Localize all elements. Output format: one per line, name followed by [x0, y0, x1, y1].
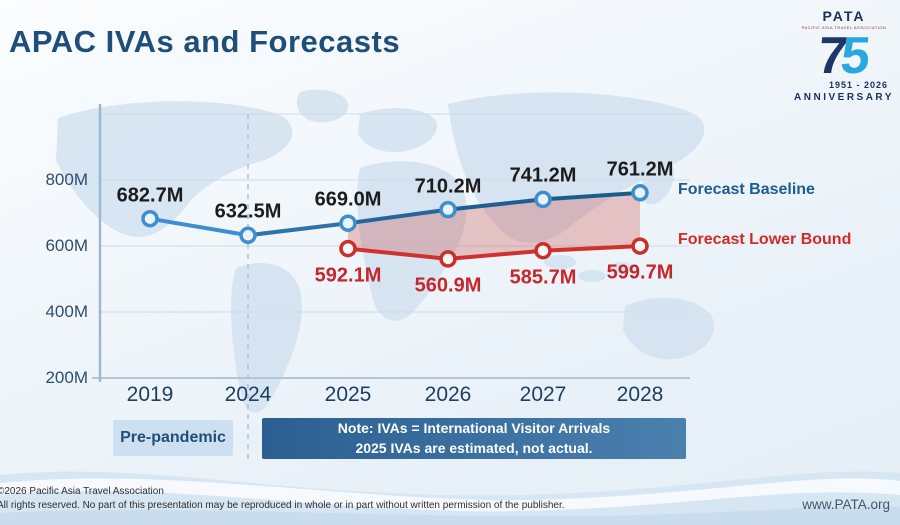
- x-axis-tick-label: 2024: [224, 383, 272, 406]
- baseline-value-label: 669.0M: [314, 188, 382, 211]
- lower-bound-marker: [339, 239, 357, 258]
- baseline-value-label: 632.5M: [214, 200, 282, 223]
- baseline-marker: [239, 226, 257, 245]
- baseline-value-label: 682.7M: [116, 184, 184, 207]
- legend-forecast-lower-bound: Forecast Lower Bound: [678, 231, 852, 248]
- website-link[interactable]: www.PATA.org: [802, 497, 890, 512]
- copyright-footer: ©2026 Pacific Asia Travel Association Al…: [0, 486, 565, 511]
- x-axis-tick-label: 2019: [126, 383, 174, 406]
- note-box: Note: IVAs = International Visitor Arriv…: [262, 418, 686, 459]
- baseline-value-label: 761.2M: [606, 158, 674, 181]
- lower-bound-line: [346, 244, 642, 261]
- logo-digit-5: 5: [837, 27, 873, 85]
- lower-bound-marker: [439, 250, 457, 268]
- copyright-line: ©2026 Pacific Asia Travel Association: [0, 486, 164, 497]
- lower-bound-marker: [534, 241, 552, 260]
- x-axis-tick-label: 2027: [519, 383, 567, 406]
- x-axis-tick-label: 2028: [616, 383, 664, 406]
- note-line-2: 2025 IVAs are estimated, not actual.: [355, 439, 593, 456]
- legend-forecast-baseline: Forecast Baseline: [678, 181, 815, 198]
- baseline-marker: [631, 184, 649, 202]
- baseline-value-label: 710.2M: [414, 175, 482, 198]
- x-axis-tick-label: 2025: [324, 383, 372, 406]
- x-axis-tick-label: 2026: [424, 383, 472, 406]
- y-axis-tick-label: 600M: [45, 236, 88, 255]
- baseline-marker: [141, 209, 159, 228]
- baseline-line-segment: [246, 221, 350, 238]
- baseline-line-segment: [148, 216, 250, 238]
- pre-pandemic-label-box: Pre-pandemic: [113, 420, 233, 456]
- lower-bound-value-label: 592.1M: [314, 264, 382, 287]
- y-axis-tick-label: 800M: [45, 170, 88, 189]
- logo-anniversary-text: ANNIVERSARY: [794, 92, 894, 103]
- baseline-line-segment: [346, 207, 450, 226]
- lower-bound-value-label: 599.7M: [606, 261, 674, 284]
- baseline-value-label: 741.2M: [509, 164, 577, 187]
- lower-bound-marker: [631, 237, 649, 255]
- baseline-line-segment: [446, 197, 545, 212]
- y-axis-tick-label: 200M: [45, 368, 88, 387]
- baseline-line-segment: [541, 190, 642, 202]
- lower-bound-value-label: 560.9M: [414, 274, 482, 297]
- lower-bound-value-label: 585.7M: [509, 266, 577, 289]
- logo-75-number: 75: [794, 27, 894, 85]
- logo-years: 1951 - 2026: [828, 80, 888, 90]
- baseline-marker: [339, 214, 357, 232]
- pata-wordmark: PATA: [822, 8, 866, 24]
- baseline-marker: [534, 190, 552, 209]
- pata-75-anniversary-logo: PATA PACIFIC ASIA TRAVEL ASSOCIATION 75 …: [794, 8, 894, 103]
- note-line-1: Note: IVAs = International Visitor Arriv…: [337, 419, 611, 436]
- rights-line: All rights reserved. No part of this pre…: [0, 500, 565, 511]
- baseline-marker: [439, 200, 457, 219]
- y-axis-tick-label: 400M: [45, 302, 88, 321]
- page-title: APAC IVAs and Forecasts: [9, 24, 401, 59]
- pata-logo-subtext: PACIFIC ASIA TRAVEL ASSOCIATION: [801, 25, 887, 30]
- forecast-uncertainty-band: [348, 192, 640, 259]
